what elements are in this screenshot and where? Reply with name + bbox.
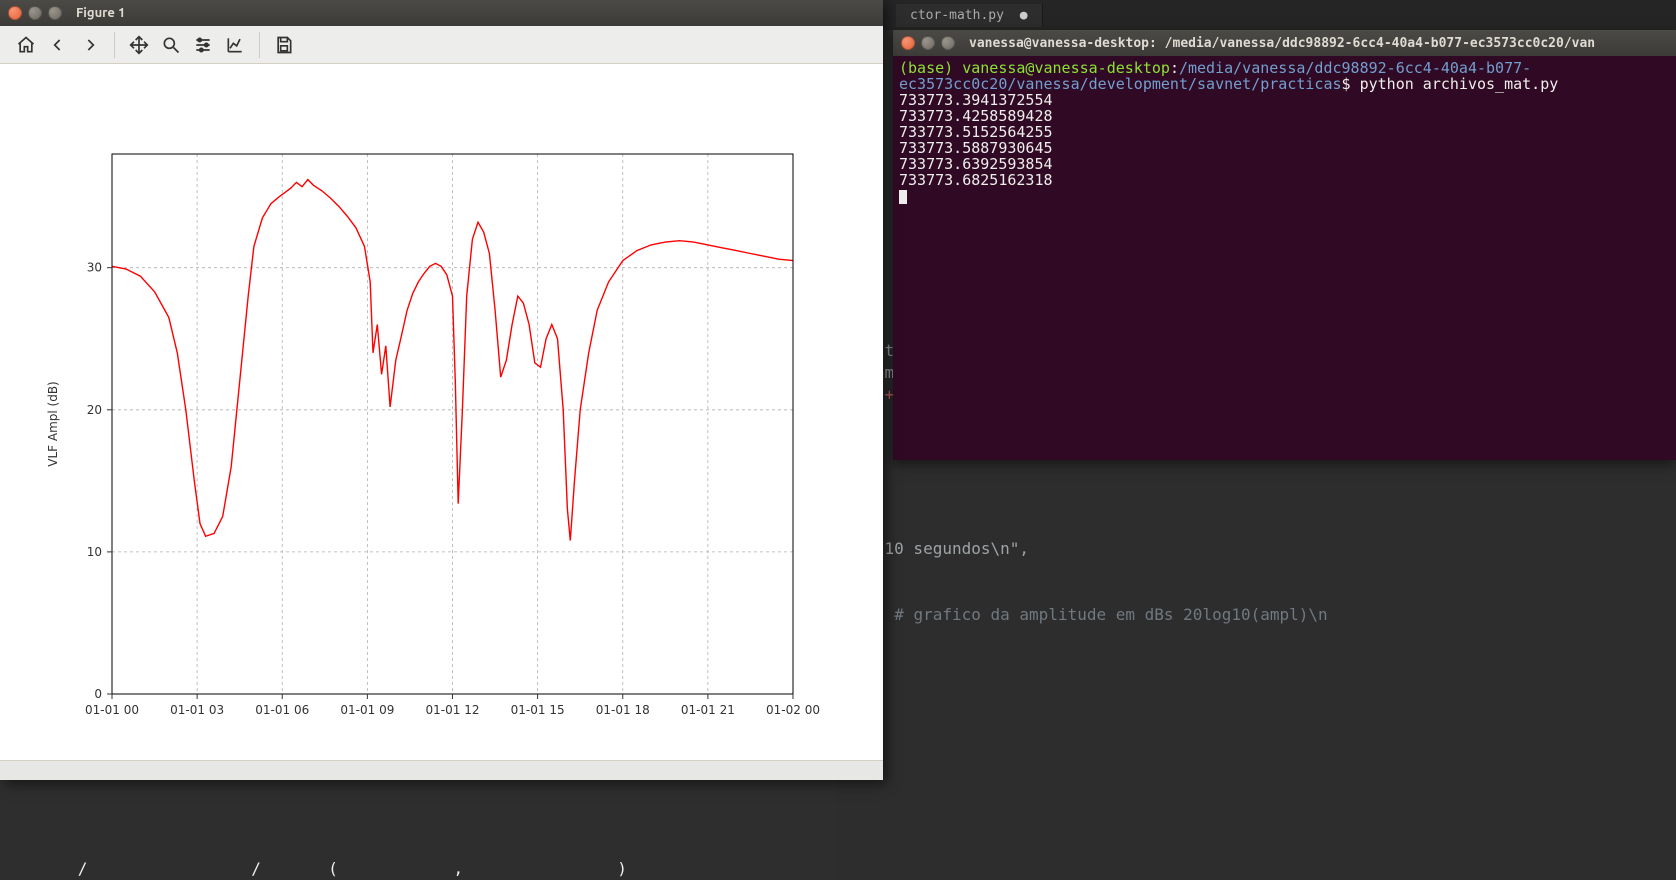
editor-tab-label: ctor-math.py — [910, 8, 1004, 23]
svg-text:01-01 18: 01-01 18 — [596, 703, 650, 717]
forward-icon[interactable] — [74, 29, 106, 61]
minimize-icon[interactable] — [921, 36, 935, 50]
editor-tabbar: ctor-math.py ● — [836, 0, 1676, 30]
save-icon[interactable] — [268, 29, 300, 61]
svg-text:10: 10 — [87, 545, 102, 559]
figure-titlebar[interactable]: Figure 1 — [0, 0, 883, 26]
line-chart: 01-01 00 01-01 03 01-01 06 01-01 09 01-01 12… — [0, 64, 883, 760]
figure-title: Figure 1 — [76, 6, 125, 20]
svg-text:01-01 00: 01-01 00 — [85, 703, 139, 717]
svg-text:01-01 15: 01-01 15 — [511, 703, 565, 717]
back-icon[interactable] — [42, 29, 74, 61]
figure-statusbar — [0, 760, 883, 780]
tab-modified-dot: ● — [1020, 8, 1028, 23]
svg-text:30: 30 — [87, 261, 102, 275]
svg-text:01-01 12: 01-01 12 — [426, 703, 480, 717]
zoom-icon[interactable] — [155, 29, 187, 61]
close-icon[interactable] — [8, 6, 22, 20]
configure-subplots-icon[interactable] — [187, 29, 219, 61]
plot-canvas[interactable]: 01-01 00 01-01 03 01-01 06 01-01 09 01-01 12… — [0, 64, 883, 760]
pan-icon[interactable] — [123, 29, 155, 61]
matplotlib-figure-window: Figure 1 01-01 0001-01 0301-01 0601- — [0, 0, 883, 780]
close-icon[interactable] — [901, 36, 915, 50]
svg-text:20: 20 — [87, 403, 102, 417]
svg-text:01-01 21: 01-01 21 — [681, 703, 735, 717]
terminal-window: vanessa@vanessa-desktop: /media/vanessa/… — [893, 30, 1676, 460]
toolbar-separator — [114, 32, 115, 58]
matplotlib-toolbar — [0, 26, 883, 64]
svg-text:0: 0 — [94, 687, 102, 701]
svg-text:01-01 03: 01-01 03 — [170, 703, 224, 717]
toolbar-separator — [259, 32, 260, 58]
terminal-titlebar[interactable]: vanessa@vanessa-desktop: /media/vanessa/… — [893, 30, 1676, 56]
home-icon[interactable] — [10, 29, 42, 61]
maximize-icon[interactable] — [48, 6, 62, 20]
svg-text:01-02 00: 01-02 00 — [766, 703, 820, 717]
minimize-icon[interactable] — [28, 6, 42, 20]
svg-text:VLF Ampl (dB): VLF Ampl (dB) — [46, 381, 60, 467]
svg-text:01-01 06: 01-01 06 — [255, 703, 309, 717]
maximize-icon[interactable] — [941, 36, 955, 50]
terminal-title: vanessa@vanessa-desktop: /media/vanessa/… — [969, 36, 1595, 51]
terminal-output[interactable]: (base) vanessa@vanessa-desktop:/media/va… — [893, 56, 1676, 208]
bottom-code-fragment: / / ( , ) — [20, 859, 627, 878]
editor-tab[interactable]: ctor-math.py ● — [896, 4, 1043, 27]
svg-text:01-01 09: 01-01 09 — [340, 703, 394, 717]
edit-axes-icon[interactable] — [219, 29, 251, 61]
